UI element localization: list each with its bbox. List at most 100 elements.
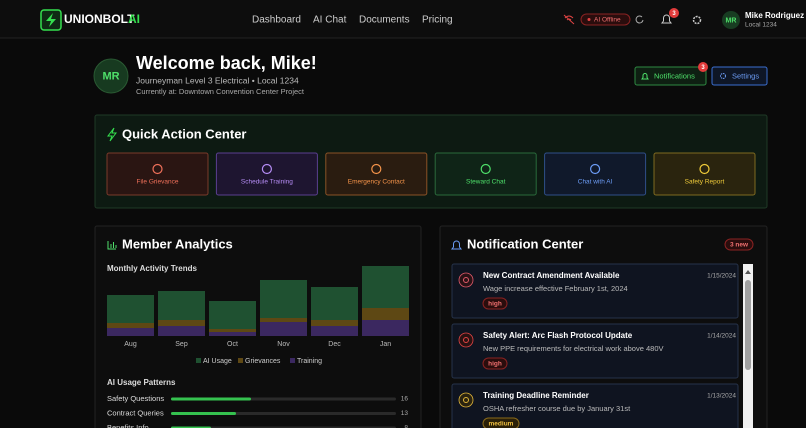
legend-swatch [238,358,243,363]
user-initials: MR [726,17,737,24]
new-pill-text: 3 new [730,242,749,249]
new-pill [724,238,754,251]
action-label: Emergency Contact [348,179,405,186]
user-avatar[interactable] [722,11,740,29]
bar-segment [158,320,205,326]
chart-title: Monthly Activity Trends [107,264,197,273]
welcome-avatar [93,58,129,94]
status-dot [587,18,591,21]
action-icon [371,163,382,175]
refresh-icon[interactable] [635,15,644,24]
bar-segment [311,326,358,336]
usage-label: Benefits Info [107,423,149,428]
bar-segment [362,266,409,308]
notifications-badge-count: 3 [701,65,705,71]
priority-text: high [488,361,502,368]
notification-icon [458,272,474,288]
header [0,0,806,38]
notification-icon [458,392,474,408]
quick-action-title: Quick Action Center [122,126,246,141]
notification-card[interactable] [451,263,739,319]
nav-link[interactable]: Documents [359,15,410,26]
nav-link[interactable]: AI Chat [313,15,347,26]
notification-date: 1/13/2024 [707,393,736,400]
bar-segment [311,287,358,320]
usage-bar [171,412,236,415]
nav-link[interactable]: Dashboard [252,15,301,26]
analytics-title: Member Analytics [122,236,233,251]
x-tick-label: Aug [124,341,137,348]
action-icon [589,163,601,175]
settings-button[interactable] [711,66,768,86]
priority-tag [482,297,508,310]
notification-date: 1/14/2024 [707,333,736,340]
notification-title: Safety Alert: Arc Flash Protocol Update [483,331,633,340]
wifi-off-icon [563,14,575,25]
status-pill [580,13,631,26]
notification-icon-glyph [463,277,469,283]
usage-title: AI Usage Patterns [107,378,176,387]
logo-bolt [46,13,56,27]
bar-segment [260,280,307,318]
gear-icon[interactable] [692,15,702,25]
action-icon [152,163,163,175]
action-label: Safety Report [685,179,725,186]
notification-text: New PPE requirements for electrical work… [483,344,664,353]
bell-icon[interactable] [661,14,672,24]
nav-link[interactable]: Pricing [422,15,453,26]
usage-label: Safety Questions [107,394,164,403]
bar-segment [362,320,409,336]
usage-value: 8 [404,425,408,428]
usage-value: 13 [401,410,409,417]
action-label: Steward Chat [466,179,506,186]
legend-swatch [196,358,201,363]
bar-segment [158,326,205,336]
usage-bar [171,397,251,401]
quick-action-icon [107,127,117,142]
notification-list: New Contract Amendment Available 1/15/202… [451,263,739,428]
notifications-button-label: Notifications [654,71,695,80]
settings-button-label: Settings [732,71,759,80]
notification-card[interactable] [451,383,739,428]
notification-title: Training Deadline Reminder [483,391,589,400]
action-label: File Grievance [137,179,179,186]
action-label: Schedule Training [241,179,293,186]
scroll-up[interactable] [745,270,751,274]
notification-title: New Contract Amendment Available [483,271,620,280]
notification-text: OSHA refresher course due by January 31s… [483,404,631,413]
user-local: Local 1234 [745,22,777,29]
chart: Aug Sep Oct Nov Dec Jan AI Usage Grievances Trai… [107,266,409,365]
legend-label: Training [297,358,322,365]
notifications-badge [698,62,708,72]
action-icon [261,163,272,175]
bar-segment [260,318,307,322]
scrollbar-thumb[interactable] [745,280,751,370]
bar-segment [209,301,256,329]
notification-card[interactable] [451,323,739,379]
priority-text: high [488,301,502,308]
notification-icon-glyph [463,337,469,343]
action-label: Chat with AI [578,179,613,186]
user-name: Mike Rodriguez [745,11,804,20]
brand-suffix: AI [128,12,140,26]
welcome-initials: MR [102,70,119,82]
bar-segment [311,320,358,326]
status-text: AI Offline [594,17,621,24]
action-list: File Grievance Schedule Training Emergency… [106,152,756,196]
x-tick-label: Nov [277,341,290,348]
legend-swatch [290,358,295,363]
notifications-button[interactable] [634,66,707,86]
legend-label: AI Usage [203,358,232,365]
notification-panel-icon [451,240,462,250]
notification-title: Notification Center [467,236,583,251]
bar-segment [107,328,154,336]
x-tick-label: Oct [227,341,238,348]
action-icon [480,163,491,175]
bar-segment [107,323,154,328]
notification-date: 1/15/2024 [707,273,736,280]
welcome-location: Currently at: Downtown Convention Center… [136,87,305,96]
bar-segment [209,329,256,332]
brand: UNIONBOLT [64,12,135,26]
priority-text: medium [489,421,514,428]
